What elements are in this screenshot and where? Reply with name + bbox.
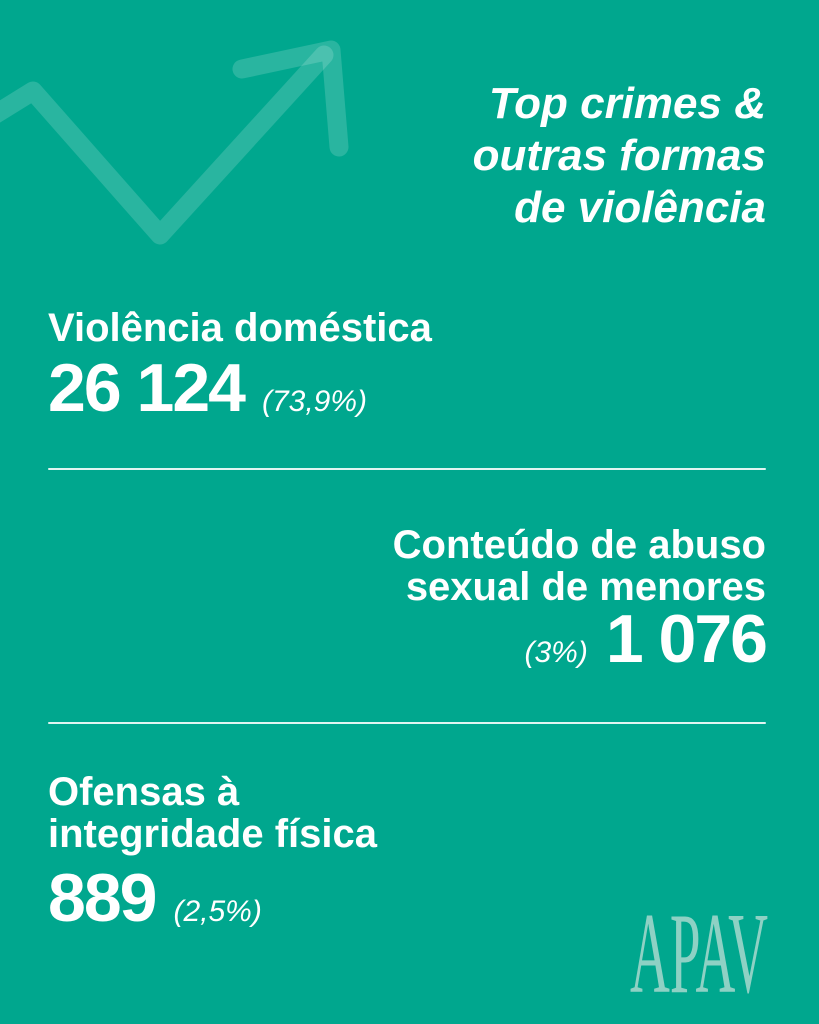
stat-label-line: sexual de menores	[405, 565, 766, 609]
stat-value: 889	[48, 860, 157, 936]
page-title-line: de violência	[514, 183, 766, 233]
page-title-line: Top crimes &	[488, 79, 766, 129]
stat-percent: (2,5%)	[173, 895, 262, 928]
divider	[48, 722, 766, 724]
stat-label-line: Conteúdo de abuso	[392, 523, 766, 567]
stat-label-line: Ofensas à	[48, 770, 240, 814]
stat-percent: (3%)	[524, 636, 588, 669]
page-title-line: outras formas	[472, 131, 766, 181]
stat-label-line: Violência doméstica	[48, 306, 432, 350]
stat-child-abuse-content-label: Conteúdo de abuso sexual de menores	[393, 524, 766, 608]
page-title: Top crimes & outras formas de violência	[473, 78, 766, 234]
divider	[48, 468, 766, 470]
apav-logo-text: APAV	[630, 912, 768, 998]
stat-value: 1 076	[605, 601, 768, 677]
stat-physical-integrity-value-row: 889 (2,5%)	[48, 864, 262, 932]
trend-arrow-icon	[0, 40, 349, 245]
trend-arrow-line	[0, 45, 334, 245]
apav-logo: APAV	[630, 912, 768, 998]
stat-domestic-violence-value-row: 26 124 (73,9%)	[48, 354, 367, 422]
stat-percent: (73,9%)	[261, 385, 368, 418]
stat-domestic-violence-label: Violência doméstica	[48, 307, 432, 349]
stat-value: 26 124	[48, 350, 246, 426]
stat-child-abuse-content-value-row: (3%) 1 076	[524, 601, 768, 677]
stat-label-line: integridade física	[48, 812, 377, 856]
stat-physical-integrity-label: Ofensas à integridade física	[48, 771, 377, 855]
trend-arrow-head	[232, 40, 349, 157]
